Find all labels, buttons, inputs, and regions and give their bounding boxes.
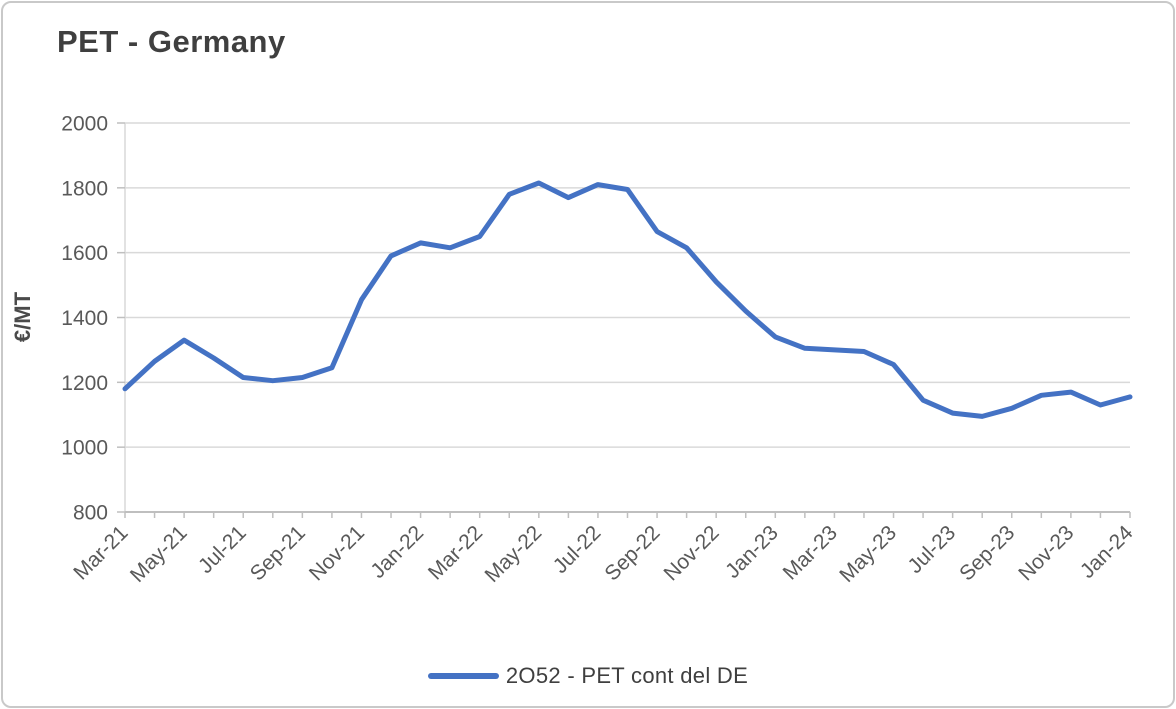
svg-text:Jan-22: Jan-22: [366, 521, 428, 583]
svg-text:Nov-23: Nov-23: [1014, 521, 1078, 585]
svg-text:Jan-24: Jan-24: [1076, 521, 1138, 583]
gridlines: [125, 122, 1130, 448]
chart-title: PET - Germany: [57, 24, 286, 59]
svg-text:Mar-21: Mar-21: [69, 521, 132, 584]
y-axis-title: €/MT: [10, 291, 35, 342]
svg-text:1000: 1000: [61, 437, 108, 460]
legend-label: 2O52 - PET cont del DE: [505, 663, 749, 688]
svg-text:1600: 1600: [61, 242, 108, 265]
svg-text:Jan-23: Jan-23: [721, 521, 783, 583]
svg-text:Jul-21: Jul-21: [194, 521, 251, 578]
svg-text:Jul-22: Jul-22: [549, 521, 606, 578]
svg-text:Mar-22: Mar-22: [424, 521, 487, 584]
x-axis-ticks: [124, 512, 1131, 518]
svg-text:1400: 1400: [61, 307, 108, 330]
svg-text:Sep-23: Sep-23: [955, 521, 1019, 585]
svg-text:1200: 1200: [61, 372, 108, 395]
svg-text:800: 800: [73, 502, 108, 525]
svg-text:Nov-21: Nov-21: [305, 521, 369, 585]
series-line: [122, 180, 1133, 419]
svg-text:Mar-23: Mar-23: [779, 521, 842, 584]
svg-text:2000: 2000: [61, 113, 108, 136]
svg-text:Sep-21: Sep-21: [246, 521, 310, 585]
svg-text:Nov-22: Nov-22: [660, 521, 724, 585]
legend-line-icon: [427, 673, 499, 679]
legend: 2O52 - PET cont del DE: [0, 663, 1176, 689]
svg-text:Sep-22: Sep-22: [600, 521, 664, 585]
y-axis-ticks: [117, 122, 125, 513]
svg-text:May-22: May-22: [481, 521, 547, 587]
y-axis-tick-labels: 800 1000 1200 1400 1600 1800 2000: [61, 113, 108, 525]
svg-text:1800: 1800: [61, 177, 108, 200]
svg-text:May-21: May-21: [126, 521, 192, 587]
svg-text:Jul-23: Jul-23: [903, 521, 960, 578]
svg-text:May-23: May-23: [835, 521, 901, 587]
